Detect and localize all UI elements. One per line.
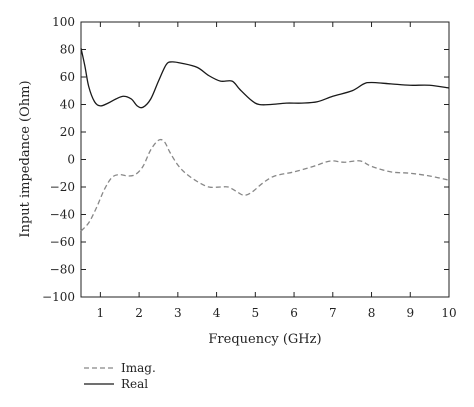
y-tick-label: 20 — [60, 125, 75, 139]
plot-frame — [80, 21, 450, 298]
x-axis: 1 2 3 4 5 6 7 8 9 10 — [97, 22, 457, 320]
x-tick-label: 7 — [329, 306, 337, 320]
x-tick-label: 5 — [251, 306, 259, 320]
x-tick-label: 2 — [135, 306, 143, 320]
legend-label-imag: Imag. — [121, 361, 156, 375]
series-line-real — [80, 47, 450, 109]
y-tick-label: −20 — [50, 180, 75, 194]
y-tick-label: −80 — [50, 263, 75, 277]
series-layer — [80, 47, 450, 232]
x-tick-label: 3 — [174, 306, 182, 320]
series-line-imag — [80, 138, 450, 232]
x-axis-title: Frequency (GHz) — [208, 332, 321, 347]
y-tick-label: 100 — [52, 15, 75, 29]
y-tick-label: 40 — [60, 98, 75, 112]
x-tick-label: 6 — [290, 306, 298, 320]
y-tick-label: 0 — [67, 153, 75, 167]
y-tick-label: 60 — [60, 70, 75, 84]
x-tick-label: 10 — [441, 306, 456, 320]
y-axis-title: Input impedance (Ohm) — [18, 80, 33, 237]
x-tick-label: 4 — [213, 306, 221, 320]
x-tick-label: 8 — [368, 306, 376, 320]
y-axis: 100 80 60 40 20 0 −20 −40 −60 −80 −100 — [42, 15, 449, 304]
legend: Imag. Real — [84, 361, 156, 391]
y-tick-label: −40 — [50, 208, 75, 222]
y-tick-label: −60 — [50, 235, 75, 249]
x-tick-label: 1 — [97, 306, 105, 320]
y-tick-label: 80 — [60, 43, 75, 57]
y-tick-label: −100 — [42, 290, 75, 304]
legend-label-real: Real — [121, 377, 148, 391]
x-tick-label: 9 — [406, 306, 414, 320]
